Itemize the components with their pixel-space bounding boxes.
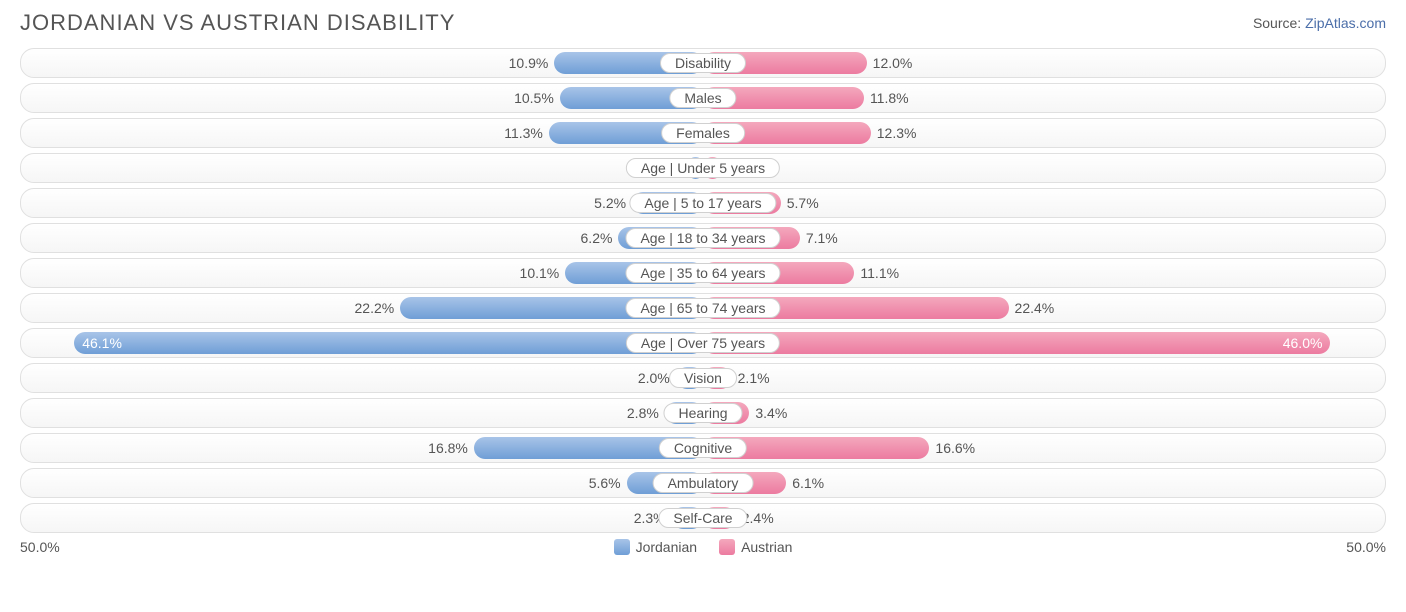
left-half: 22.2% — [21, 294, 703, 322]
pct-left: 22.2% — [355, 300, 395, 316]
pct-left: 10.5% — [514, 90, 554, 106]
right-half: 16.6% — [703, 434, 1385, 462]
diverging-bar-chart: 10.9% 12.0% Disability 10.5% 11.8% Males 11.3%… — [20, 48, 1386, 533]
left-half: 11.3% — [21, 119, 703, 147]
chart-row: 6.2% 7.1% Age | 18 to 34 years — [20, 223, 1386, 253]
chart-row: 1.1%1.4%Age | Under 5 years — [20, 153, 1386, 183]
pct-left: 10.1% — [520, 265, 560, 281]
pct-right: 5.7% — [787, 195, 819, 211]
left-half: 5.6% — [21, 469, 703, 497]
chart-row: 2.8% 3.4% Hearing — [20, 398, 1386, 428]
right-half: 7.1% — [703, 224, 1385, 252]
pct-right: 3.4% — [755, 405, 787, 421]
pct-left: 2.8% — [627, 405, 659, 421]
right-half: 12.0% — [703, 49, 1385, 77]
axis-left-max: 50.0% — [20, 539, 60, 555]
pct-right: 7.1% — [806, 230, 838, 246]
pct-left: 46.1% — [82, 335, 122, 351]
category-label: Age | 65 to 74 years — [625, 298, 780, 318]
chart-row: 2.0% 2.1%Vision — [20, 363, 1386, 393]
category-label: Males — [669, 88, 736, 108]
category-label: Cognitive — [659, 438, 747, 458]
pct-right: 2.1% — [738, 370, 770, 386]
category-label: Females — [661, 123, 745, 143]
category-label: Vision — [669, 368, 737, 388]
left-half: 10.1% — [21, 259, 703, 287]
left-half: 2.8% — [21, 399, 703, 427]
source-label: Source: — [1253, 15, 1301, 31]
pct-right: 11.1% — [860, 265, 899, 281]
pct-left: 5.2% — [594, 195, 626, 211]
pct-right: 12.3% — [877, 125, 917, 141]
category-label: Self-Care — [658, 508, 747, 528]
pct-left: 16.8% — [428, 440, 468, 456]
category-label: Age | 5 to 17 years — [629, 193, 776, 213]
legend-item-right: Austrian — [719, 539, 792, 555]
legend-swatch-left — [614, 539, 630, 555]
chart-footer: 50.0% Jordanian Austrian 50.0% — [20, 539, 1386, 555]
right-half: 11.1% — [703, 259, 1385, 287]
pct-right: 22.4% — [1015, 300, 1055, 316]
header: JORDANIAN VS AUSTRIAN DISABILITY Source:… — [20, 10, 1386, 36]
category-label: Ambulatory — [653, 473, 754, 493]
right-half: 2.1% — [703, 364, 1385, 392]
legend-label-left: Jordanian — [636, 539, 698, 555]
page-title: JORDANIAN VS AUSTRIAN DISABILITY — [20, 10, 455, 36]
chart-row: 5.2% 5.7% Age | 5 to 17 years — [20, 188, 1386, 218]
pct-right: 11.8% — [870, 90, 909, 106]
right-half: 11.8% — [703, 84, 1385, 112]
left-half: 46.1% — [21, 329, 703, 357]
pct-left: 6.2% — [581, 230, 613, 246]
pct-left: 2.0% — [638, 370, 670, 386]
pct-right: 16.6% — [935, 440, 975, 456]
left-half: 1.1% — [21, 154, 703, 182]
pct-right: 6.1% — [792, 475, 824, 491]
left-half: 6.2% — [21, 224, 703, 252]
left-half: 10.9% — [21, 49, 703, 77]
left-half: 5.2% — [21, 189, 703, 217]
chart-row: 11.3% 12.3% Females — [20, 118, 1386, 148]
axis-right-max: 50.0% — [1346, 539, 1386, 555]
legend-swatch-right — [719, 539, 735, 555]
category-label: Age | Over 75 years — [626, 333, 780, 353]
legend-item-left: Jordanian — [614, 539, 698, 555]
pct-left: 10.9% — [509, 55, 549, 71]
pct-left: 11.3% — [504, 125, 543, 141]
chart-row: 10.1% 11.1% Age | 35 to 64 years — [20, 258, 1386, 288]
left-half: 2.3% — [21, 504, 703, 532]
category-label: Age | 18 to 34 years — [625, 228, 780, 248]
source: Source: ZipAtlas.com — [1253, 15, 1386, 31]
right-half: 1.4% — [703, 154, 1385, 182]
right-half: 3.4% — [703, 399, 1385, 427]
bar-left: 46.1% — [74, 332, 703, 354]
right-half: 2.4% — [703, 504, 1385, 532]
right-half: 6.1% — [703, 469, 1385, 497]
source-link[interactable]: ZipAtlas.com — [1305, 15, 1386, 31]
chart-row: 2.3%2.4%Self-Care — [20, 503, 1386, 533]
chart-row: 22.2% 22.4% Age | 65 to 74 years — [20, 293, 1386, 323]
right-half: 12.3% — [703, 119, 1385, 147]
chart-row: 10.9% 12.0% Disability — [20, 48, 1386, 78]
chart-row: 10.5% 11.8% Males — [20, 83, 1386, 113]
left-half: 2.0% — [21, 364, 703, 392]
category-label: Age | 35 to 64 years — [625, 263, 780, 283]
right-half: 46.0% — [703, 329, 1385, 357]
right-half: 22.4% — [703, 294, 1385, 322]
chart-row: 46.1% 46.0% Age | Over 75 years — [20, 328, 1386, 358]
category-label: Disability — [660, 53, 746, 73]
pct-left: 5.6% — [589, 475, 621, 491]
category-label: Age | Under 5 years — [626, 158, 780, 178]
legend-label-right: Austrian — [741, 539, 792, 555]
chart-row: 16.8% 16.6% Cognitive — [20, 433, 1386, 463]
left-half: 16.8% — [21, 434, 703, 462]
legend: Jordanian Austrian — [614, 539, 793, 555]
left-half: 10.5% — [21, 84, 703, 112]
bar-right: 46.0% — [703, 332, 1330, 354]
category-label: Hearing — [663, 403, 742, 423]
pct-right: 46.0% — [1283, 335, 1323, 351]
chart-row: 5.6% 6.1% Ambulatory — [20, 468, 1386, 498]
right-half: 5.7% — [703, 189, 1385, 217]
pct-right: 12.0% — [873, 55, 913, 71]
